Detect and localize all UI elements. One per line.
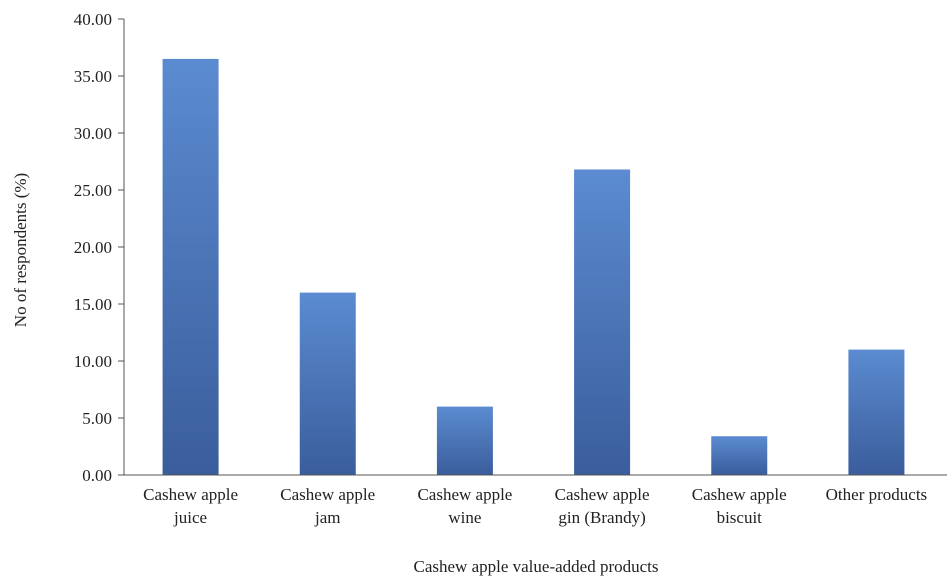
y-tick-label: 15.00: [74, 295, 112, 314]
x-axis-title: Cashew apple value-added products: [414, 557, 659, 576]
y-tick-label: 10.00: [74, 352, 112, 371]
y-tick-label: 30.00: [74, 124, 112, 143]
x-tick-label-line: Cashew apple: [555, 485, 650, 504]
x-tick-label: Other products: [826, 485, 928, 504]
x-tick-label-line: Cashew apple: [692, 485, 787, 504]
bar: [162, 58, 219, 476]
x-tick-label-line: Other products: [826, 485, 928, 504]
x-tick-label-line: gin (Brandy): [558, 508, 645, 527]
x-tick-label-line: wine: [448, 508, 481, 527]
y-tick-label: 0.00: [82, 466, 112, 485]
x-tick-label-line: Cashew apple: [280, 485, 375, 504]
bar: [848, 349, 905, 475]
axes: [123, 19, 947, 476]
x-tick-label-line: Cashew apple: [417, 485, 512, 504]
y-tick-label: 35.00: [74, 67, 112, 86]
y-axis-ticks: 0.00 5.00 10.00 15.00 20.00 25.00 30.00 35.00 40…: [74, 10, 124, 485]
y-tick-label: 5.00: [82, 409, 112, 428]
bar: [711, 436, 768, 475]
x-tick-label-line: biscuit: [717, 508, 763, 527]
y-tick-label: 20.00: [74, 238, 112, 257]
x-tick-label: Cashew apple juice: [143, 485, 238, 527]
bar: [574, 169, 631, 476]
x-tick-label-line: Cashew apple: [143, 485, 238, 504]
bar: [436, 406, 493, 475]
x-tick-label-line: juice: [173, 508, 207, 527]
bar: [299, 292, 356, 475]
x-tick-label: Cashew apple biscuit: [692, 485, 787, 527]
x-tick-label: Cashew apple gin (Brandy): [555, 485, 650, 527]
y-tick-label: 40.00: [74, 10, 112, 29]
x-tick-label: Cashew apple wine: [417, 485, 512, 527]
x-tick-label: Cashew apple jam: [280, 485, 375, 527]
bars-group: [162, 58, 905, 476]
y-tick-label: 25.00: [74, 181, 112, 200]
x-tick-label-line: jam: [314, 508, 341, 527]
y-axis-title: No of respondents (%): [11, 173, 30, 327]
